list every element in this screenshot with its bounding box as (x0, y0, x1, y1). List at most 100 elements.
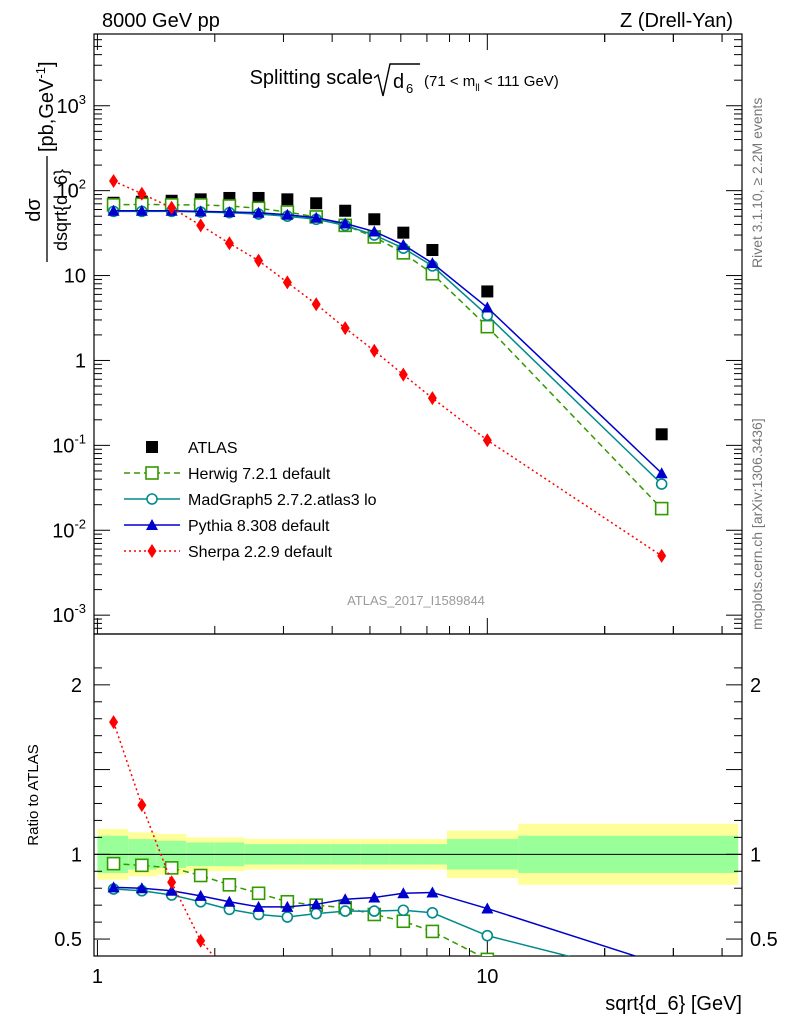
pythia-main-point (281, 208, 294, 220)
madgraph5-ratio-point (397, 904, 410, 917)
sherpa-ratio-point (341, 1010, 350, 1024)
sherpa-main-line (113, 180, 663, 557)
sherpa-ratio-point (428, 1014, 437, 1024)
pythia-ratio-point (135, 882, 148, 894)
main-y-tick-label: 10 (64, 266, 86, 288)
legend-label-sherpa: Sherpa 2.2.9 default (188, 544, 333, 561)
main-series-layer (106, 173, 669, 563)
ylabel-num: dσ (23, 198, 45, 222)
sherpa-main-point (254, 253, 264, 268)
madgraph5-ratio-point (310, 907, 322, 920)
x-tick-labels: 1 10 (92, 966, 499, 988)
sherpa-main-point (311, 297, 321, 312)
atlas-main-point (368, 213, 381, 226)
herwig-main-point (480, 319, 495, 334)
sherpa-main-point (167, 200, 177, 215)
madgraph5-ratio-point (339, 905, 351, 917)
ratio-y-tick-label: 1 (71, 844, 82, 866)
herwig-ratio-point (480, 952, 495, 956)
sherpa-ratio-point (225, 968, 234, 982)
pythia-ratio-point (165, 884, 178, 896)
madgraph5-ratio-point (281, 911, 294, 923)
sherpa-ratio-point (370, 1012, 379, 1024)
madgraph5-ratio-point (426, 906, 439, 919)
ratio-series-layer (106, 715, 668, 1024)
herwig-ratio-point (135, 858, 149, 873)
sherpa-main-point (657, 548, 667, 563)
pythia-ratio-point (107, 881, 120, 893)
sherpa-ratio-point (109, 715, 119, 730)
herwig-ratio-point (106, 856, 121, 871)
legend-marker-sherpa (147, 544, 157, 558)
sherpa-main-point (196, 218, 206, 233)
header-left: 8000 GeV pp (102, 10, 220, 32)
pythia-main-point (310, 211, 323, 223)
legend-marker-herwig (145, 466, 159, 480)
legend-label-madgraph5: MadGraph5 2.7.2.atlas3 lo (188, 492, 377, 509)
legend-marker-atlas (146, 441, 158, 453)
pythia-main-point (194, 205, 207, 217)
pythia-ratio-point (310, 898, 323, 910)
sherpa-ratio-line (112, 721, 215, 956)
pythia-ratio-point (281, 900, 294, 912)
rivet-label: Rivet 3.1.10, ≥ 2.2M events (749, 98, 765, 268)
sherpa-ratio-point (196, 933, 206, 948)
title-main: Splitting scale (250, 67, 373, 89)
legend-label-herwig: Herwig 7.2.1 default (188, 466, 331, 483)
pythia-ratio-point (252, 900, 265, 912)
pythia-main-point (368, 225, 381, 237)
pythia-ratio-point (426, 886, 439, 898)
herwig-main-point (654, 501, 669, 516)
ratio-y-tick-labels: 0.5 0.5 1 1 2 2 (54, 675, 778, 951)
pythia-ratio-point (481, 902, 494, 914)
herwig-ratio-point (251, 886, 266, 901)
pythia-main-point (135, 204, 148, 216)
pythia-main-point (655, 467, 668, 479)
atlas-main-point (281, 193, 294, 206)
ylabel-unit: [pb,GeV-1] (33, 61, 58, 152)
x-tick-label: 1 (92, 966, 103, 988)
madgraph5-ratio-point (368, 905, 381, 917)
pythia-main-point (107, 204, 120, 216)
pythia-ratio-point (656, 958, 668, 969)
sherpa-main-point (340, 321, 350, 336)
title-sub: 6 (406, 81, 413, 96)
x-tick-label: 10 (476, 966, 498, 988)
main-y-tick-label: 10-3 (52, 601, 86, 627)
title-range: (71 < mll < 111 GeV) (424, 73, 559, 94)
sherpa-ratio-point (483, 1014, 492, 1024)
atlas-main-point (310, 197, 323, 210)
pythia-ratio-point (368, 891, 381, 903)
pythia-ratio-point (397, 887, 410, 899)
madgraph5-ratio-point (481, 929, 494, 942)
pythia-main-point (252, 206, 265, 218)
main-y-tick-labels: 10-3 10-2 10-1 1 10 102 103 (52, 92, 86, 627)
pythia-ratio-point (223, 895, 236, 907)
legend: ATLAS Herwig 7.2.1 default MadGraph5 2.7.2… (124, 440, 377, 561)
sherpa-ratio-point (312, 1006, 321, 1020)
main-y-tick-label: 10-2 (52, 516, 86, 542)
herwig-ratio-point (396, 914, 411, 929)
analysis-id: ATLAS_2017_I1589844 (347, 593, 485, 608)
sherpa-main-point (282, 275, 292, 290)
legend-label-pythia: Pythia 8.308 default (188, 518, 330, 535)
sherpa-main-point (109, 173, 119, 188)
ratio-y-tick-label: 0.5 (54, 929, 82, 951)
sherpa-main-point (224, 236, 234, 251)
ratio-y-tick-label-right: 0.5 (750, 929, 778, 951)
main-y-axis-label: dσ dsqrt{d_6} [pb,GeV-1] (23, 61, 72, 262)
madgraph5-ratio-point (657, 975, 667, 985)
herwig-ratio-point (193, 868, 208, 883)
pythia-main-point (426, 257, 439, 269)
sherpa-ratio-point (283, 999, 292, 1013)
axis-ticks (94, 33, 742, 956)
main-y-tick-label: 102 (57, 177, 86, 203)
herwig-main-line (113, 203, 663, 510)
sherpa-main-point (482, 433, 492, 448)
title-d: d (393, 71, 404, 93)
pythia-ratio-point (194, 889, 207, 901)
herwig-ratio-point (425, 924, 440, 939)
pythia-main-point (339, 217, 352, 229)
x-axis-label: sqrt{d_6} [GeV] (605, 993, 742, 1015)
